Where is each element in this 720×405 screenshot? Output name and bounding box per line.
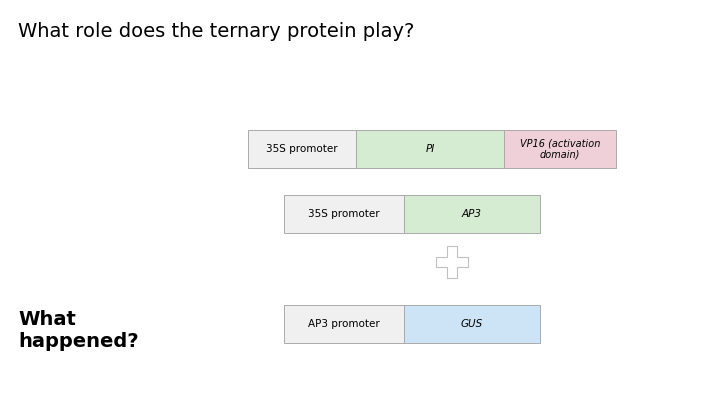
- PathPatch shape: [436, 246, 468, 278]
- Text: AP3 promoter: AP3 promoter: [308, 319, 380, 329]
- Bar: [248, 130, 356, 168]
- Bar: [284, 305, 404, 343]
- Bar: [404, 305, 540, 343]
- Text: What
happened?: What happened?: [18, 310, 139, 351]
- Text: 35S promoter: 35S promoter: [266, 144, 338, 154]
- Text: GUS: GUS: [461, 319, 483, 329]
- Text: What role does the ternary protein play?: What role does the ternary protein play?: [18, 22, 415, 41]
- Bar: [356, 130, 504, 168]
- Text: AP3: AP3: [462, 209, 482, 219]
- Bar: [284, 195, 404, 233]
- Text: PI: PI: [426, 144, 435, 154]
- Text: VP16 (activation
domain): VP16 (activation domain): [520, 138, 600, 160]
- Bar: [404, 195, 540, 233]
- Text: 35S promoter: 35S promoter: [308, 209, 380, 219]
- Bar: [504, 130, 616, 168]
